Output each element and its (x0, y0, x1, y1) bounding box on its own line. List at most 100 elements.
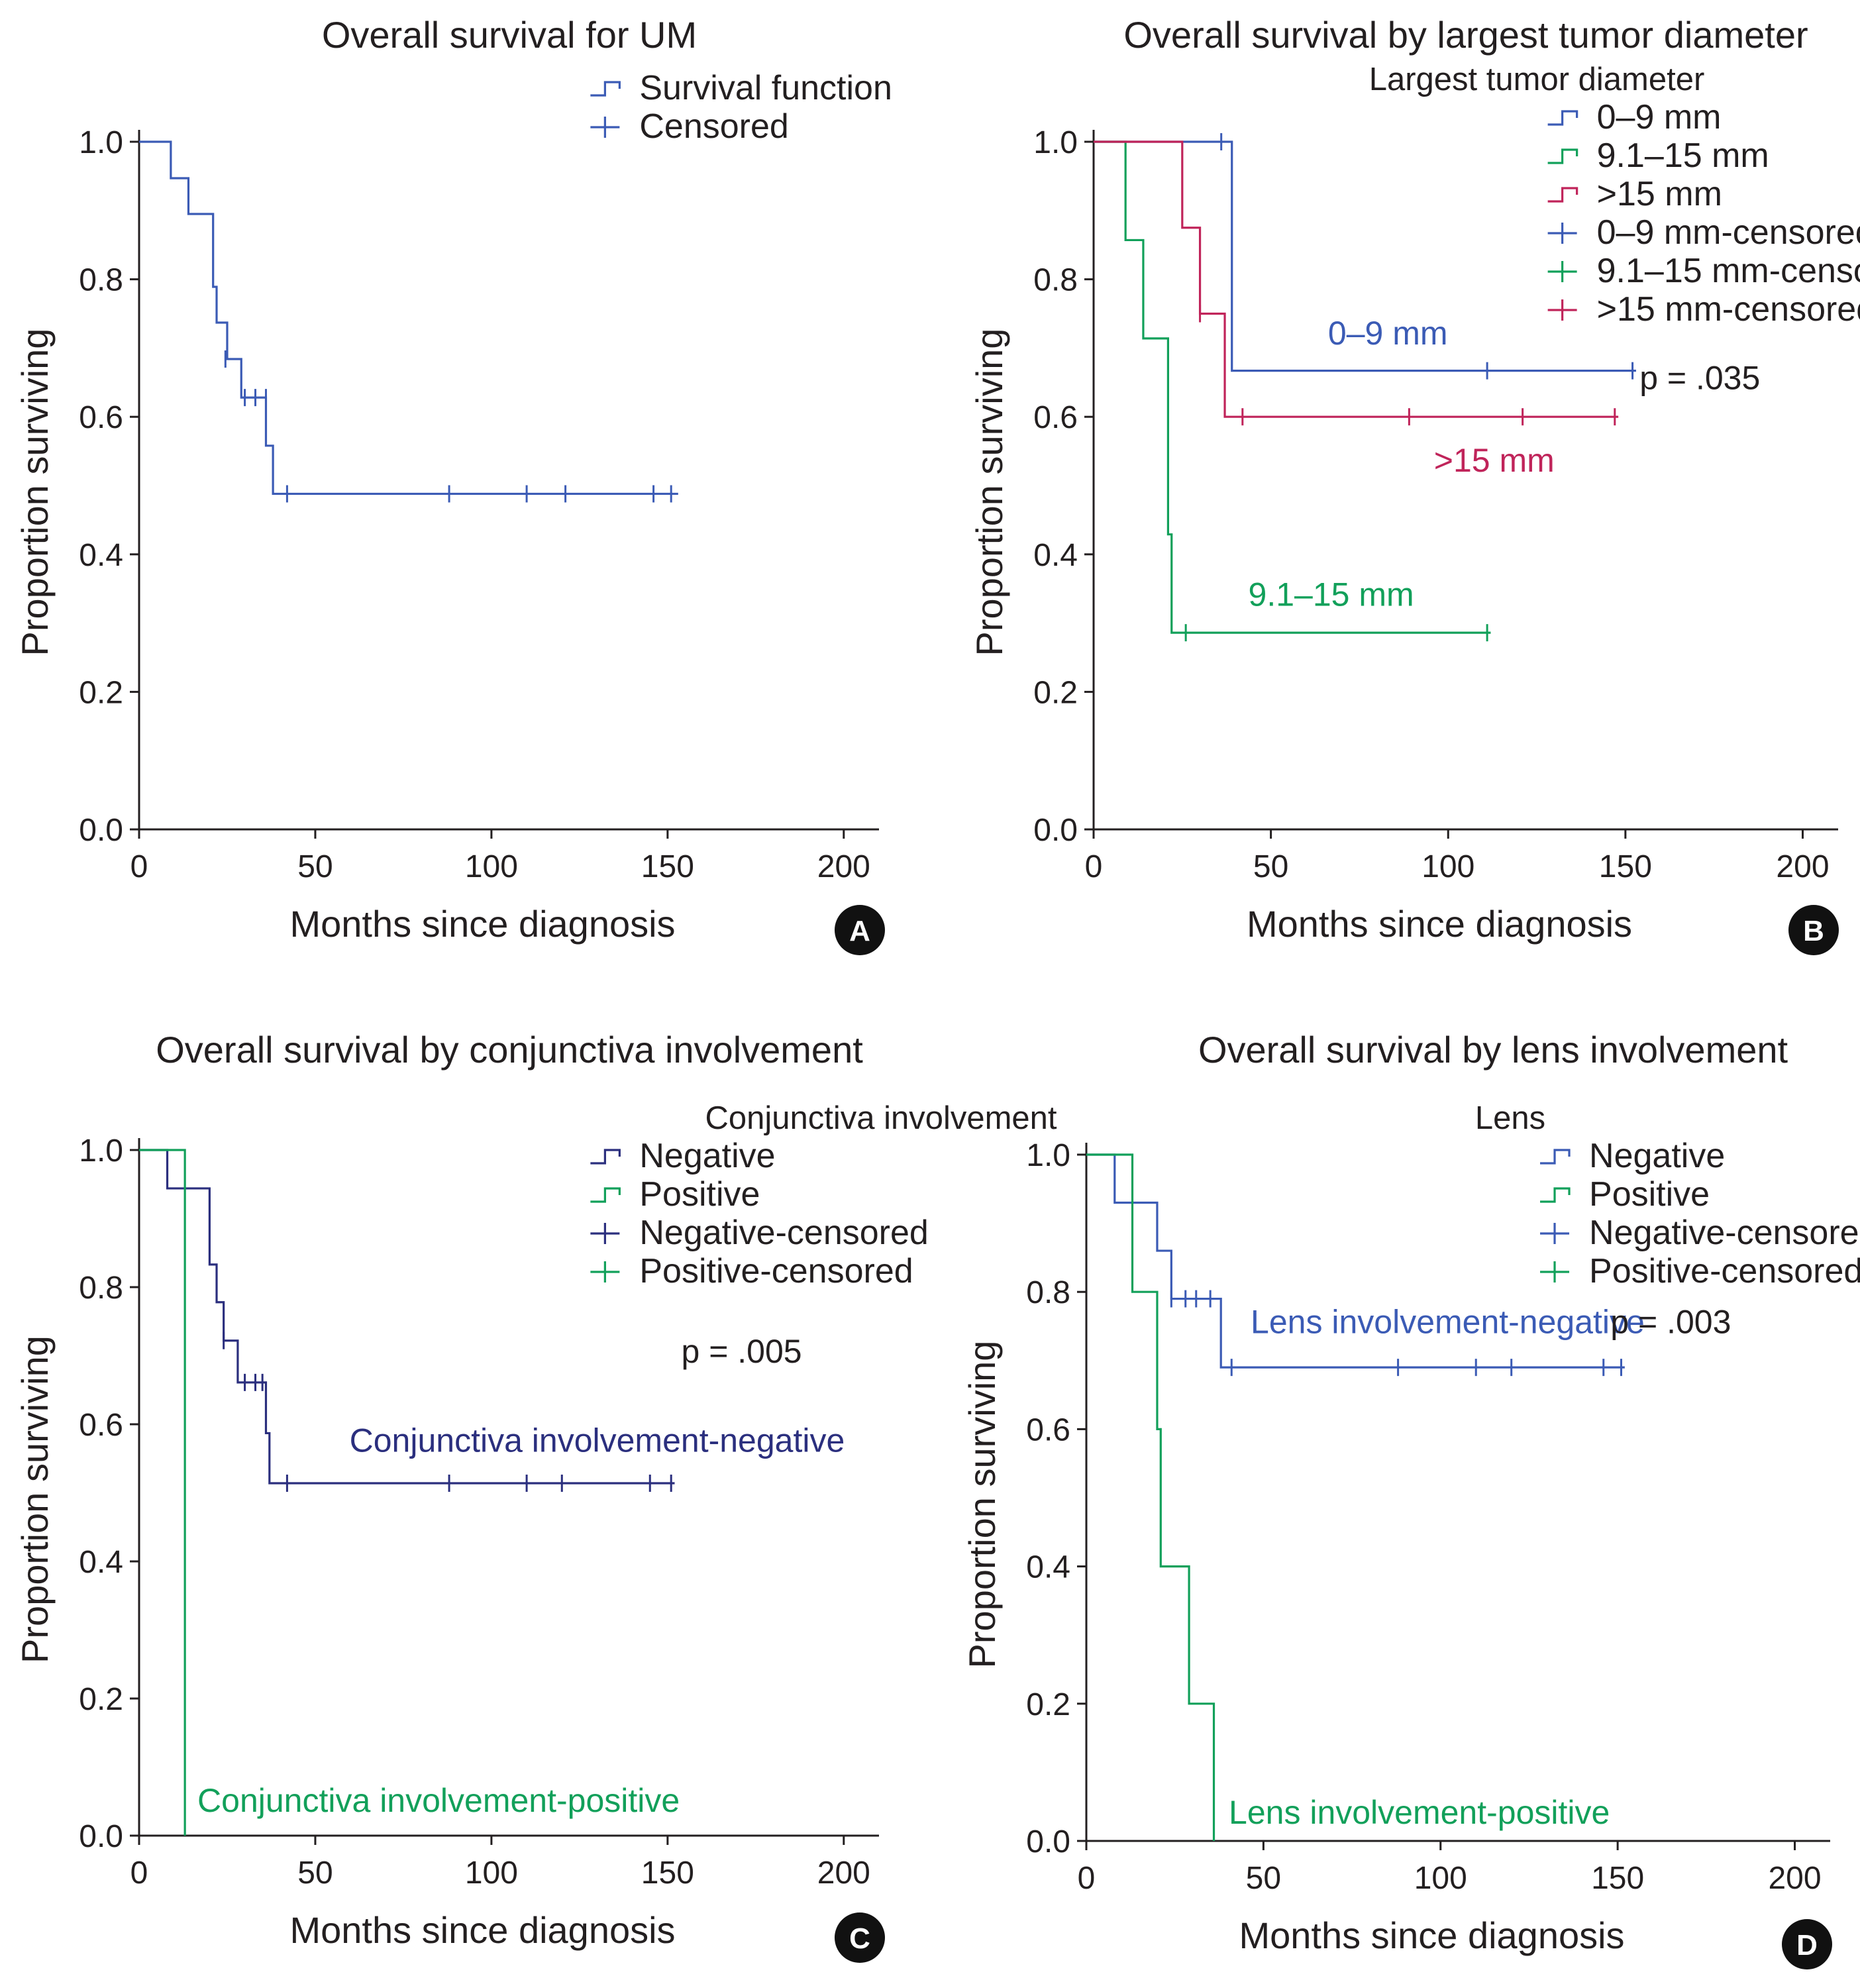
curve-annotation: 9.1–15 mm (1249, 576, 1414, 613)
x-tick-label: 50 (1253, 849, 1288, 884)
curve-annotation: 0–9 mm (1328, 315, 1448, 352)
legend-label: 9.1–15 mm-censored (1597, 252, 1860, 290)
x-tick-label: 0 (1078, 1861, 1096, 1896)
panel-badge (835, 1912, 885, 1963)
y-tick-label: 1.0 (1033, 125, 1078, 160)
chart-title: Overall survival by largest tumor diamet… (1123, 14, 1808, 56)
legend-title: Largest tumor diameter (1369, 62, 1705, 97)
y-tick-label: 0.4 (1026, 1550, 1070, 1585)
y-tick-label: 0.0 (1033, 813, 1078, 848)
x-tick-label: 100 (465, 1856, 518, 1891)
legend-label: Positive-censored (639, 1252, 913, 1290)
y-tick-label: 0.6 (79, 400, 123, 435)
panel-badge-letter: C (849, 1922, 870, 1955)
legend-label: Survival function (639, 69, 892, 107)
y-tick-label: 0.2 (79, 675, 123, 710)
y-tick-label: 0.8 (1033, 263, 1078, 298)
y-tick-label: 0.4 (1033, 538, 1078, 573)
legend-step-symbol (590, 81, 621, 97)
legend-label: Negative-censored (639, 1214, 928, 1252)
x-tick-label: 0 (130, 849, 148, 884)
curve-annotation: Lens involvement-positive (1229, 1794, 1610, 1831)
y-tick-label: 0.0 (79, 1819, 123, 1854)
y-tick-label: 0.8 (1026, 1275, 1070, 1310)
legend-step-symbol (590, 1149, 621, 1165)
p-value: p = .005 (682, 1333, 802, 1370)
legend-label: 9.1–15 mm (1597, 136, 1769, 175)
x-tick-label: 200 (1768, 1861, 1821, 1896)
p-value: p = .003 (1610, 1303, 1731, 1340)
x-tick-label: 200 (817, 849, 870, 884)
x-tick-label: 150 (641, 849, 694, 884)
x-tick-label: 100 (465, 849, 518, 884)
curve-annotation: Conjunctiva involvement-positive (197, 1782, 680, 1819)
legend-label: Positive (639, 1175, 760, 1214)
y-tick-label: 0.0 (1026, 1824, 1070, 1859)
y-tick-label: 1.0 (1026, 1138, 1070, 1173)
y-tick-label: 0.6 (1026, 1412, 1070, 1447)
legend-title: Lens (1475, 1100, 1545, 1136)
curve-annotation: >15 mm (1434, 442, 1555, 479)
legend-title: Conjunctiva involvement (705, 1100, 1057, 1136)
x-axis-label: Months since diagnosis (289, 903, 675, 945)
panel-badge-letter: A (849, 915, 870, 947)
y-tick-label: 0.4 (79, 538, 123, 573)
x-axis-label: Months since diagnosis (1239, 1914, 1624, 1956)
x-tick-label: 0 (1085, 849, 1103, 884)
panel-badge-letter: B (1803, 915, 1824, 947)
km-curve-1 (139, 1149, 675, 1485)
x-tick-label: 50 (297, 849, 333, 884)
y-tick-label: 0.6 (1033, 400, 1078, 435)
curve-annotation: Lens involvement-negative (1251, 1303, 1645, 1340)
panel-badge (835, 905, 885, 955)
km-curve-1 (139, 140, 678, 496)
legend-step-symbol (1547, 110, 1578, 126)
legend-label: >15 mm-censored (1597, 290, 1860, 329)
y-tick-label: 0.0 (79, 813, 123, 848)
km-curve-2 (139, 1149, 186, 1836)
panel-badge (1782, 1919, 1832, 1969)
x-tick-label: 0 (130, 1856, 148, 1891)
y-tick-label: 1.0 (79, 125, 123, 160)
legend-label: Positive-censored (1589, 1252, 1860, 1290)
legend-label: Negative (1589, 1137, 1725, 1175)
x-tick-label: 100 (1414, 1861, 1467, 1896)
legend-label: Censored (639, 107, 788, 146)
p-value: p = .035 (1639, 360, 1760, 397)
y-tick-label: 0.2 (79, 1682, 123, 1717)
x-tick-label: 200 (817, 1856, 870, 1891)
y-tick-label: 0.2 (1026, 1687, 1070, 1722)
x-tick-label: 150 (1591, 1861, 1644, 1896)
x-tick-label: 50 (1246, 1861, 1281, 1896)
x-tick-label: 100 (1421, 849, 1474, 884)
panel-d: Overall survival by lens involvement0.00… (961, 1029, 1860, 1969)
chart-title: Overall survival by lens involvement (1198, 1029, 1788, 1071)
x-axis-label: Months since diagnosis (1247, 903, 1632, 945)
legend-label: Negative-censored (1589, 1214, 1860, 1252)
legend-label: Negative (639, 1137, 775, 1175)
legend-label: >15 mm (1597, 175, 1722, 213)
panel-c: Overall survival by conjunctiva involvem… (14, 1029, 1057, 1963)
x-tick-label: 150 (641, 1856, 694, 1891)
y-tick-label: 0.4 (79, 1545, 123, 1580)
y-tick-label: 0.8 (79, 1271, 123, 1306)
x-tick-label: 150 (1599, 849, 1652, 884)
panel-a: Overall survival for UM 0.0 0.2 0.4 0.6 0.8 1.… (14, 14, 892, 955)
panel-badge-letter: D (1796, 1929, 1818, 1962)
chart-title: Overall survival by conjunctiva involvem… (156, 1029, 863, 1071)
chart-title: Overall survival for UM (322, 14, 697, 56)
legend-label: 0–9 mm-censored (1597, 213, 1860, 252)
legend-step-symbol (1547, 187, 1578, 203)
panel-b: Overall survival by largest tumor diamet… (968, 14, 1860, 955)
curve-annotation: Conjunctiva involvement-negative (350, 1422, 845, 1459)
legend-step-symbol (1547, 148, 1578, 164)
y-axis-label: Proportion surviving (961, 1341, 1003, 1669)
km-curve-2 (1086, 1153, 1215, 1841)
y-axis-label: Proportion surviving (14, 329, 56, 656)
km-curve-2 (1094, 140, 1491, 634)
y-axis-label: Proportion surviving (14, 1335, 56, 1663)
x-tick-label: 50 (297, 1856, 333, 1891)
x-axis-label: Months since diagnosis (289, 1909, 675, 1951)
x-tick-label: 200 (1776, 849, 1829, 884)
